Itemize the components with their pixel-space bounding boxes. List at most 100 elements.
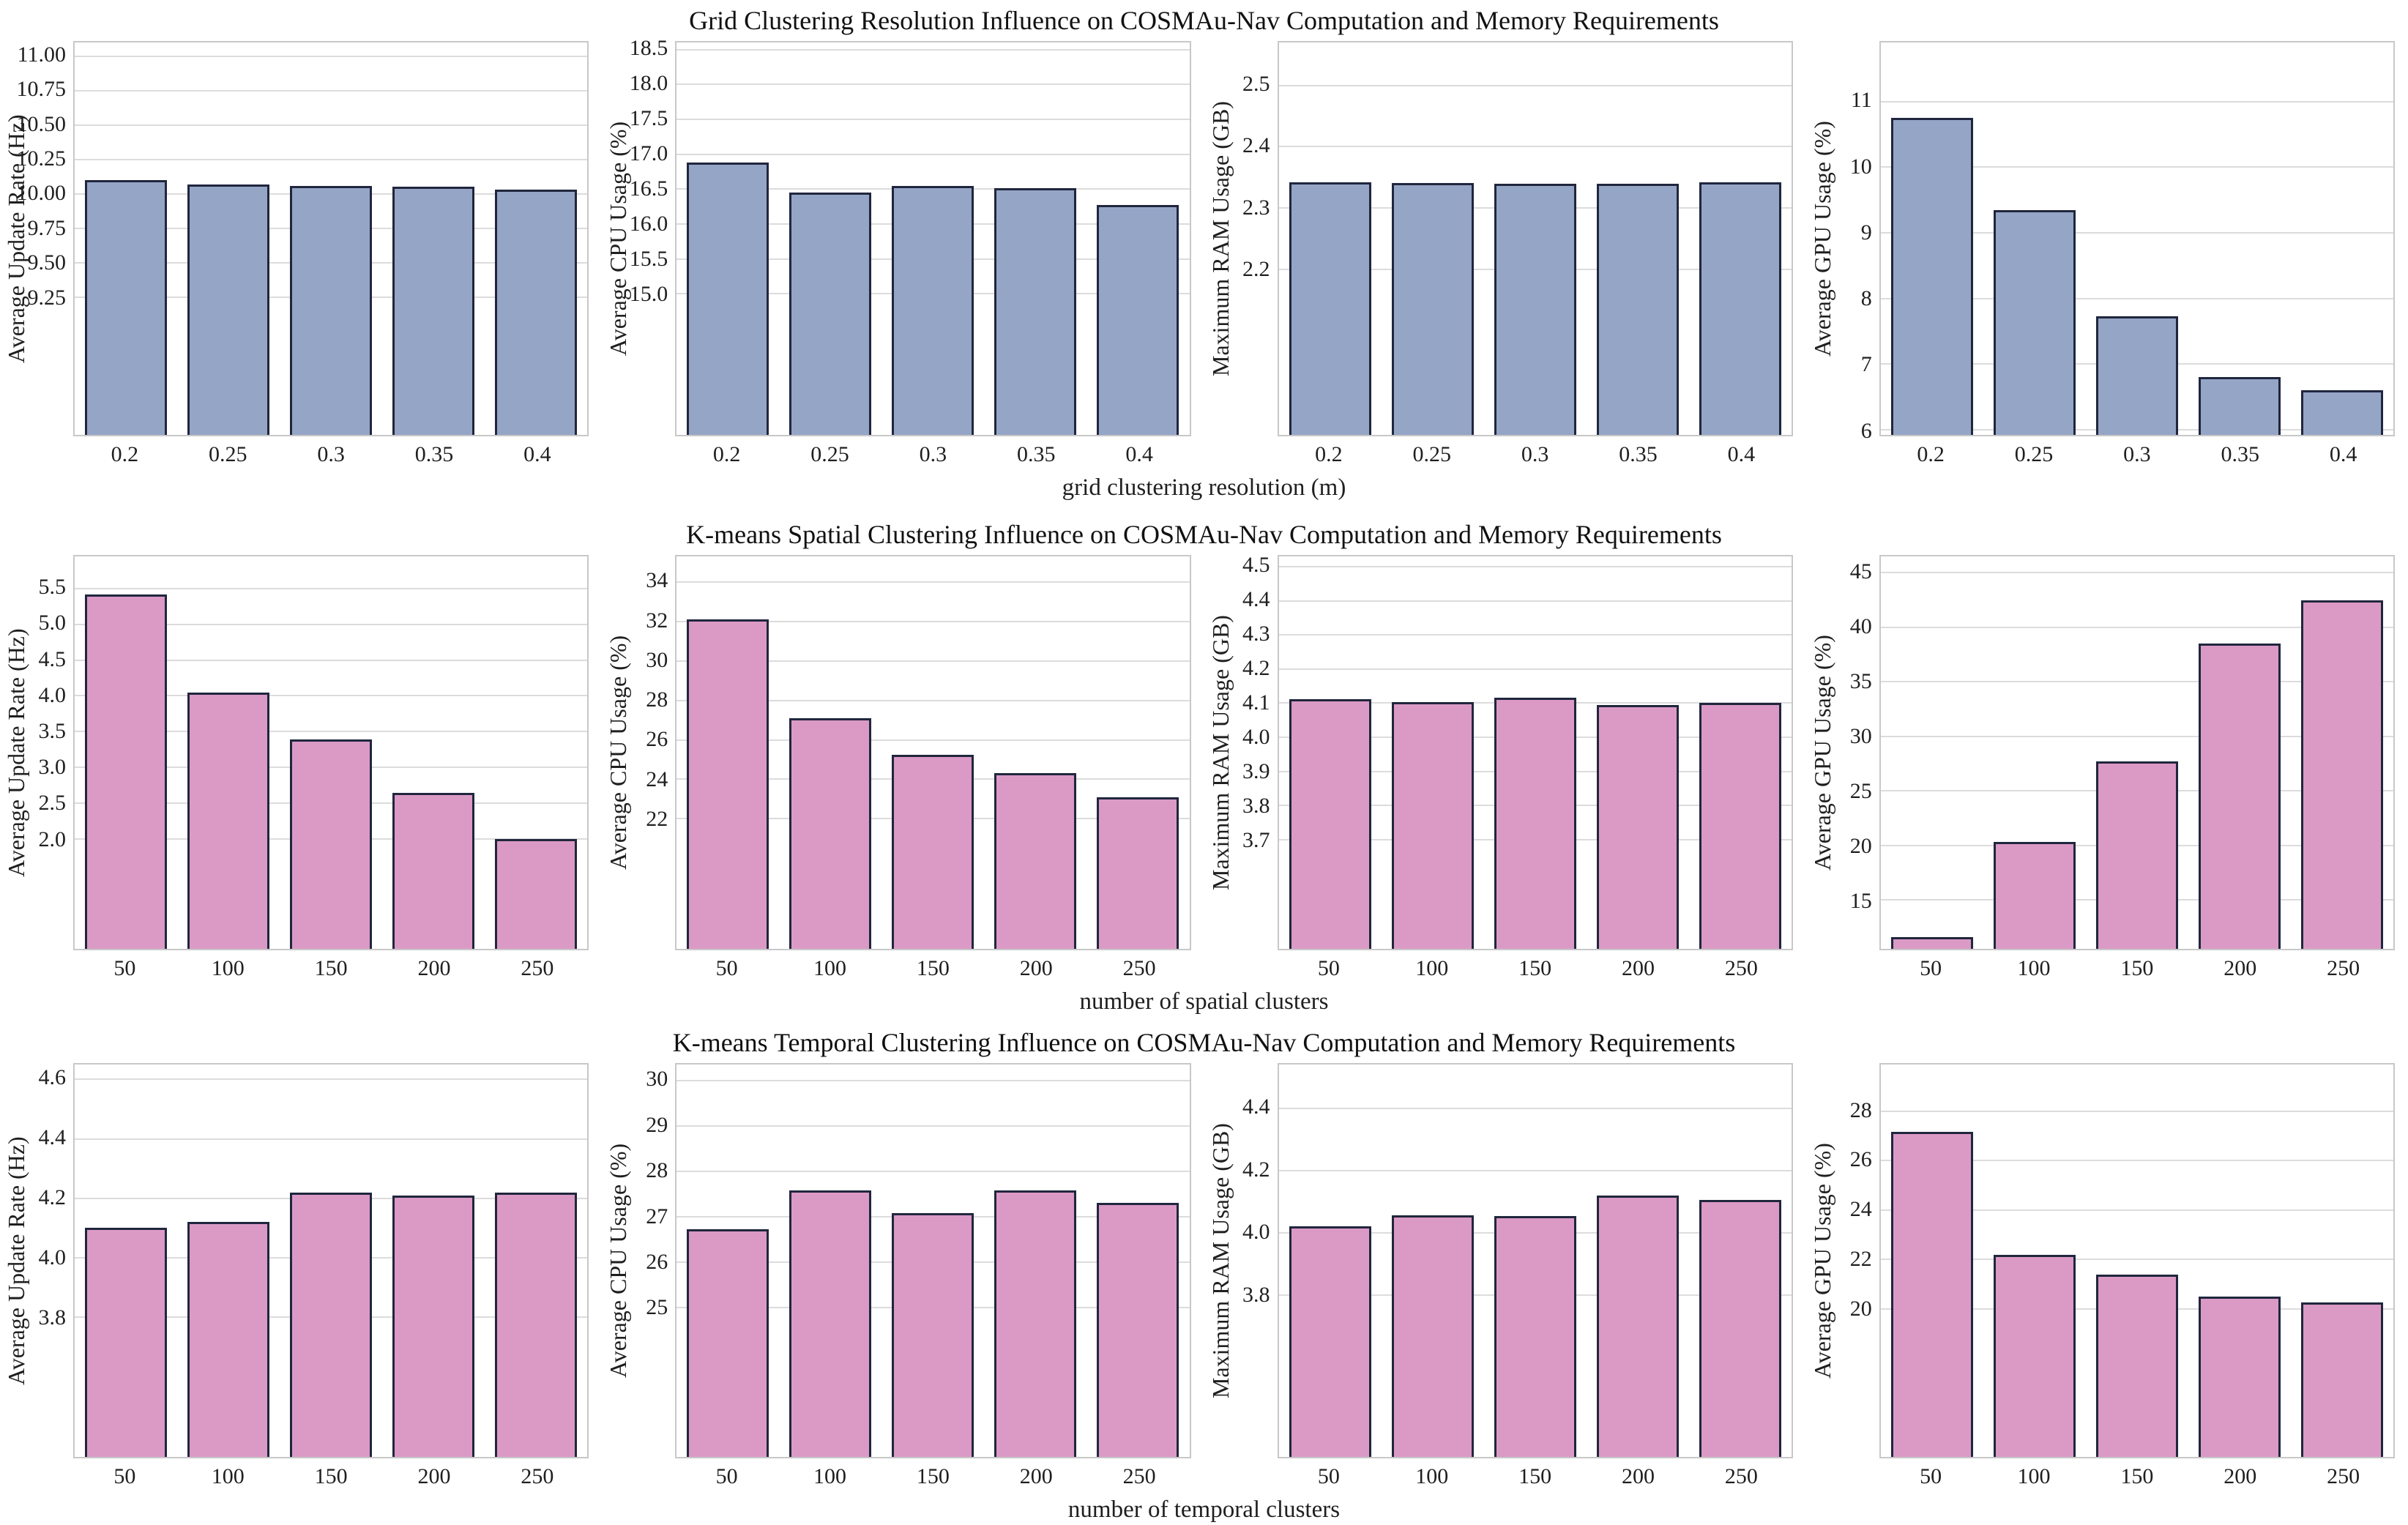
plot-frame: 3.8 4.0 4.2 4.4 50 100 150 200 250 (1242, 1063, 1793, 1488)
y-tick-label: 2.5 (38, 791, 67, 816)
bar-0.3 (2095, 316, 2178, 435)
plot-frame: 2.2 2.3 2.4 2.5 0.2 0.25 0.3 0.35 0.4 (1242, 41, 1793, 466)
x-tick-label: 50 (715, 956, 738, 980)
x-tick-labels: 50 100 150 200 250 (675, 956, 1190, 987)
x-axis-label: number of spatial clusters (1079, 988, 1329, 1015)
y-tick-label: 17.5 (629, 105, 668, 130)
y-tick-label: 30 (1849, 723, 1872, 748)
bar-0.25 (187, 184, 270, 435)
gridline (1278, 84, 1792, 86)
x-tick-label: 0.4 (1125, 442, 1153, 466)
x-tick-label: 0.25 (209, 442, 247, 466)
bar-0.35 (994, 188, 1077, 435)
x-tick-labels: 50 100 150 200 250 (73, 1464, 589, 1495)
y-tick-label: 4.0 (1242, 1220, 1270, 1245)
gridline (75, 587, 588, 589)
charts-row: Average Update Rate (Hz) 3.8 4.0 4.2 4.4 4.6… (0, 1063, 2408, 1496)
x-tick-label: 0.35 (2221, 442, 2259, 466)
bar-50 (1289, 1226, 1371, 1457)
plot-frame: 3.8 4.0 4.2 4.4 4.6 50 100 150 200 250 (39, 1063, 589, 1488)
y-tick-label: 2.3 (1242, 195, 1270, 220)
chart-grid-update-rate: Average Update Rate (Hz) 9.25 9.50 9.75 10.… (0, 41, 602, 474)
gridline (75, 1078, 588, 1081)
y-tick-label: 28 (646, 1158, 668, 1183)
x-tick-labels: 0.2 0.25 0.3 0.35 0.4 (1278, 442, 1793, 473)
section-kmeans-temporal: K-means Temporal Clustering Influence on… (0, 1016, 2408, 1524)
gridline (1880, 166, 2393, 168)
x-tick-label: 100 (2017, 1464, 2051, 1488)
gridline (1880, 100, 2393, 102)
x-axis-label: grid clustering resolution (m) (1062, 474, 1346, 501)
x-tick-label: 100 (1415, 956, 1449, 980)
bar-0.2 (1289, 182, 1371, 435)
x-tick-labels: 50 100 150 200 250 (1278, 1464, 1793, 1495)
bar-0.2 (687, 163, 769, 435)
plot-area (1277, 41, 1793, 436)
bar-50 (687, 1229, 769, 1457)
y-tick-label: 9.50 (27, 250, 67, 275)
chart-grid-ram-usage: Maximum RAM Usage (GB) 2.2 2.3 2.4 2.5 0.2 0… (1204, 41, 1806, 474)
y-tick-label: 7 (1860, 352, 1872, 377)
x-tick-label: 0.4 (1727, 442, 1756, 466)
y-tick-label: 15.0 (629, 281, 668, 306)
y-tick-label: 24 (646, 767, 668, 791)
y-tick-label: 10.75 (16, 77, 67, 102)
bar-150 (290, 739, 373, 949)
bar-250 (495, 838, 578, 949)
bar-150 (2095, 1274, 2178, 1457)
gridline (1880, 1209, 2393, 1211)
bar-0.2 (1890, 118, 1973, 435)
bar-100 (1391, 702, 1474, 949)
chart-spatial-ram-usage: Maximum RAM Usage (GB) 3.7 3.8 3.9 4.0 4.1 4.… (1204, 554, 1806, 988)
gridline (676, 1125, 1190, 1127)
chart-temporal-cpu-usage: Average CPU Usage (%) 25 26 27 28 29 30 50 100… (602, 1063, 1204, 1496)
y-tick-label: 10 (1849, 154, 1872, 179)
plot-frame: 15.0 15.5 16.0 16.5 17.0 17.5 18.0 18.5 0.2 0.25… (630, 37, 1191, 466)
x-tick-label: 100 (813, 1464, 847, 1488)
x-tick-labels: 50 100 150 200 250 (675, 1464, 1190, 1495)
section-title: Grid Clustering Resolution Influence on … (689, 6, 1719, 35)
bar-0.4 (1699, 182, 1781, 435)
y-tick-label: 4.2 (1242, 1157, 1270, 1182)
x-tick-label: 0.3 (2123, 442, 2151, 466)
bar-250 (1699, 703, 1781, 949)
y-tick-label: 28 (1849, 1097, 1872, 1122)
x-tick-label: 200 (1621, 956, 1655, 980)
y-tick-labels: 3.8 4.0 4.2 4.4 4.6 (1, 1063, 67, 1458)
gridline (676, 83, 1190, 86)
plot-area (73, 555, 589, 950)
x-tick-label: 50 (113, 1464, 136, 1488)
y-tick-label: 26 (646, 727, 668, 752)
plot-frame: 25 26 27 28 29 30 50 100 150 200 250 (646, 1063, 1191, 1488)
y-tick-labels: 20 22 24 26 28 (1808, 1063, 1872, 1458)
x-tick-label: 150 (2120, 956, 2154, 980)
y-tick-label: 3.5 (38, 718, 67, 743)
bar-150 (892, 1213, 974, 1457)
plot-area (675, 555, 1191, 950)
y-tick-label: 4.0 (38, 682, 67, 707)
x-tick-label: 250 (2327, 956, 2360, 980)
y-tick-labels: 15 20 25 30 35 40 45 (1808, 555, 1872, 950)
x-tick-label: 100 (2017, 956, 2051, 980)
x-tick-label: 0.25 (810, 442, 849, 466)
charts-row: Average Update Rate (Hz) 2.0 2.5 3.0 3.5 4.0… (0, 554, 2408, 988)
bar-0.25 (1993, 209, 2076, 435)
plot-area (1277, 555, 1793, 950)
gridline (1278, 146, 1792, 148)
y-tick-label: 17.0 (629, 141, 668, 165)
x-tick-label: 250 (1724, 1464, 1758, 1488)
y-tick-label: 3.0 (38, 755, 67, 780)
bar-50 (687, 619, 769, 949)
y-tick-label: 16.0 (629, 211, 668, 236)
bar-100 (789, 1190, 872, 1457)
section-title: K-means Spatial Clustering Influence on … (686, 520, 1722, 549)
x-tick-label: 200 (1621, 1464, 1655, 1488)
bar-200 (1596, 1195, 1679, 1457)
plot-area (675, 1063, 1191, 1458)
y-tick-label: 4.4 (1242, 587, 1270, 612)
y-tick-label: 34 (646, 568, 668, 593)
x-tick-label: 0.3 (1521, 442, 1549, 466)
charts-row: Average Update Rate (Hz) 9.25 9.50 9.75 10.… (0, 37, 2408, 474)
gridline (1880, 572, 2393, 574)
y-tick-label: 4.2 (1242, 655, 1270, 680)
